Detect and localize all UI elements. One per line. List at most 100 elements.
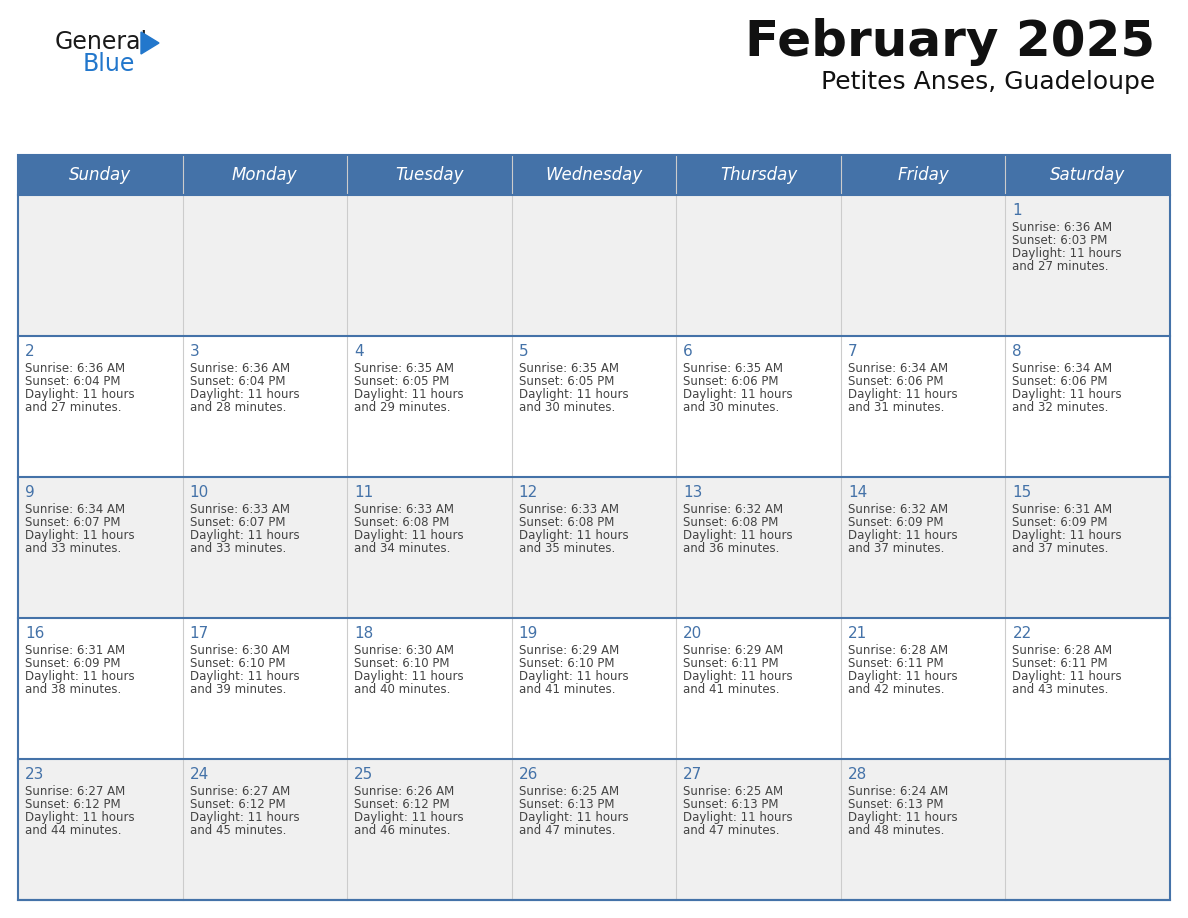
Text: Sunrise: 6:34 AM: Sunrise: 6:34 AM [25,503,125,516]
Text: Sunrise: 6:35 AM: Sunrise: 6:35 AM [519,362,619,375]
Text: Sunrise: 6:34 AM: Sunrise: 6:34 AM [1012,362,1112,375]
Text: Daylight: 11 hours: Daylight: 11 hours [190,811,299,824]
Text: Sunrise: 6:32 AM: Sunrise: 6:32 AM [848,503,948,516]
Text: Sunset: 6:12 PM: Sunset: 6:12 PM [190,798,285,811]
Text: Daylight: 11 hours: Daylight: 11 hours [683,811,792,824]
Text: Sunset: 6:08 PM: Sunset: 6:08 PM [683,516,778,529]
Text: 23: 23 [25,767,44,782]
Text: Sunrise: 6:29 AM: Sunrise: 6:29 AM [683,644,784,657]
Text: and 35 minutes.: and 35 minutes. [519,542,615,555]
Text: Daylight: 11 hours: Daylight: 11 hours [190,529,299,542]
Polygon shape [141,32,159,54]
Text: and 47 minutes.: and 47 minutes. [683,824,779,837]
Text: and 44 minutes.: and 44 minutes. [25,824,121,837]
Text: Sunrise: 6:25 AM: Sunrise: 6:25 AM [519,785,619,798]
Text: Daylight: 11 hours: Daylight: 11 hours [190,388,299,401]
Text: Daylight: 11 hours: Daylight: 11 hours [683,670,792,683]
Bar [18,155,1170,900]
Text: 17: 17 [190,626,209,641]
Text: Sunrise: 6:33 AM: Sunrise: 6:33 AM [190,503,290,516]
Text: Daylight: 11 hours: Daylight: 11 hours [354,670,463,683]
Text: Sunset: 6:13 PM: Sunset: 6:13 PM [519,798,614,811]
Text: 21: 21 [848,626,867,641]
Text: Daylight: 11 hours: Daylight: 11 hours [848,811,958,824]
Text: Daylight: 11 hours: Daylight: 11 hours [1012,529,1121,542]
Text: Petites Anses, Guadeloupe: Petites Anses, Guadeloupe [821,70,1155,94]
Text: Sunrise: 6:33 AM: Sunrise: 6:33 AM [354,503,454,516]
Text: Sunset: 6:06 PM: Sunset: 6:06 PM [683,375,779,388]
Text: and 41 minutes.: and 41 minutes. [519,683,615,696]
Text: 4: 4 [354,344,364,359]
Text: 20: 20 [683,626,702,641]
Text: Daylight: 11 hours: Daylight: 11 hours [25,670,134,683]
Text: Sunset: 6:03 PM: Sunset: 6:03 PM [1012,234,1107,247]
Text: 10: 10 [190,485,209,500]
Text: Sunrise: 6:27 AM: Sunrise: 6:27 AM [25,785,125,798]
Bar [18,618,1170,759]
Text: and 46 minutes.: and 46 minutes. [354,824,450,837]
Text: Sunset: 6:11 PM: Sunset: 6:11 PM [683,657,779,670]
Text: 27: 27 [683,767,702,782]
Text: 15: 15 [1012,485,1031,500]
Text: Sunrise: 6:36 AM: Sunrise: 6:36 AM [190,362,290,375]
Text: Sunrise: 6:32 AM: Sunrise: 6:32 AM [683,503,783,516]
Bar [18,477,1170,618]
Text: Daylight: 11 hours: Daylight: 11 hours [683,529,792,542]
Text: Daylight: 11 hours: Daylight: 11 hours [190,670,299,683]
Text: 12: 12 [519,485,538,500]
Text: Daylight: 11 hours: Daylight: 11 hours [354,529,463,542]
Text: Sunrise: 6:30 AM: Sunrise: 6:30 AM [354,644,454,657]
Text: and 28 minutes.: and 28 minutes. [190,401,286,414]
Text: Sunset: 6:08 PM: Sunset: 6:08 PM [519,516,614,529]
Text: Daylight: 11 hours: Daylight: 11 hours [1012,670,1121,683]
Text: Daylight: 11 hours: Daylight: 11 hours [25,388,134,401]
Text: 6: 6 [683,344,693,359]
Text: Daylight: 11 hours: Daylight: 11 hours [25,811,134,824]
Text: Daylight: 11 hours: Daylight: 11 hours [1012,388,1121,401]
Text: and 27 minutes.: and 27 minutes. [1012,260,1108,273]
Text: Sunrise: 6:25 AM: Sunrise: 6:25 AM [683,785,783,798]
Text: and 31 minutes.: and 31 minutes. [848,401,944,414]
Bar [18,336,1170,477]
Text: Sunrise: 6:34 AM: Sunrise: 6:34 AM [848,362,948,375]
Text: Sunset: 6:10 PM: Sunset: 6:10 PM [190,657,285,670]
Text: 14: 14 [848,485,867,500]
Text: Sunrise: 6:31 AM: Sunrise: 6:31 AM [25,644,125,657]
Text: 3: 3 [190,344,200,359]
Text: Sunrise: 6:26 AM: Sunrise: 6:26 AM [354,785,454,798]
Text: Sunset: 6:09 PM: Sunset: 6:09 PM [25,657,120,670]
Text: Sunset: 6:05 PM: Sunset: 6:05 PM [519,375,614,388]
Text: Sunrise: 6:33 AM: Sunrise: 6:33 AM [519,503,619,516]
Text: 5: 5 [519,344,529,359]
Bar [18,195,1170,336]
Text: Sunrise: 6:27 AM: Sunrise: 6:27 AM [190,785,290,798]
Text: Sunset: 6:13 PM: Sunset: 6:13 PM [848,798,943,811]
Text: 18: 18 [354,626,373,641]
Text: Daylight: 11 hours: Daylight: 11 hours [519,388,628,401]
Text: 2: 2 [25,344,34,359]
Text: Sunset: 6:10 PM: Sunset: 6:10 PM [354,657,449,670]
Text: 11: 11 [354,485,373,500]
Text: Daylight: 11 hours: Daylight: 11 hours [848,529,958,542]
Bar [18,155,1170,195]
Text: Sunset: 6:12 PM: Sunset: 6:12 PM [354,798,450,811]
Text: Daylight: 11 hours: Daylight: 11 hours [519,529,628,542]
Text: and 34 minutes.: and 34 minutes. [354,542,450,555]
Text: Sunset: 6:13 PM: Sunset: 6:13 PM [683,798,779,811]
Text: Sunset: 6:05 PM: Sunset: 6:05 PM [354,375,449,388]
Text: Daylight: 11 hours: Daylight: 11 hours [354,811,463,824]
Text: and 32 minutes.: and 32 minutes. [1012,401,1108,414]
Text: Sunset: 6:11 PM: Sunset: 6:11 PM [848,657,943,670]
Text: 16: 16 [25,626,44,641]
Text: and 37 minutes.: and 37 minutes. [1012,542,1108,555]
Text: and 30 minutes.: and 30 minutes. [683,401,779,414]
Text: Monday: Monday [232,166,298,184]
Bar [18,759,1170,900]
Text: and 47 minutes.: and 47 minutes. [519,824,615,837]
Text: Sunday: Sunday [69,166,132,184]
Text: Sunrise: 6:35 AM: Sunrise: 6:35 AM [354,362,454,375]
Text: Daylight: 11 hours: Daylight: 11 hours [519,670,628,683]
Text: Sunset: 6:08 PM: Sunset: 6:08 PM [354,516,449,529]
Text: Friday: Friday [897,166,949,184]
Text: 8: 8 [1012,344,1022,359]
